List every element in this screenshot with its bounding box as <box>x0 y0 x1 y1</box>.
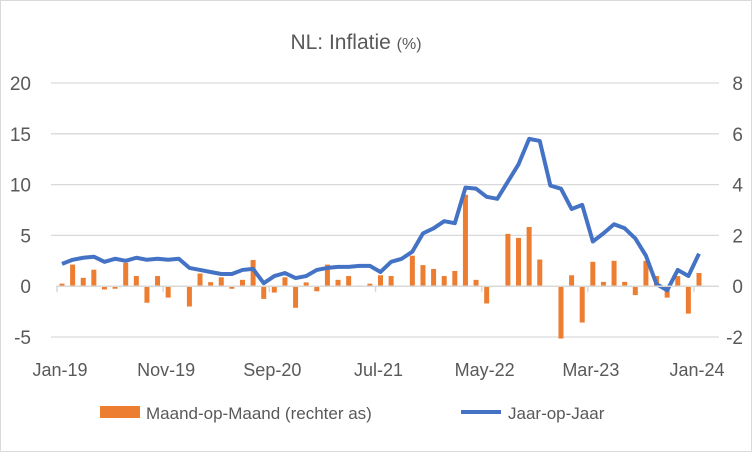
bar-mom-Jul-22 <box>505 233 511 287</box>
bar-mom-Oct-22 <box>537 259 543 287</box>
left-tick-label: -5 <box>14 328 31 349</box>
bar-mom-May-19 <box>101 286 107 290</box>
bar-mom-Jan-23 <box>569 275 575 287</box>
right-tick-label: 4 <box>732 176 743 197</box>
x-tick-label: Jan-19 <box>32 360 87 380</box>
bar-mom-Mar-20 <box>208 282 214 287</box>
right-tick-label: 2 <box>732 226 743 247</box>
bar-mom-Aug-19 <box>133 276 139 287</box>
bar-mom-Jun-21 <box>367 283 373 287</box>
bar-mom-Jun-19 <box>112 286 118 289</box>
bar-mom-Feb-20 <box>197 273 203 287</box>
right-tick-label: 6 <box>732 125 743 146</box>
bar-mom-Feb-22 <box>452 270 458 287</box>
bar-mom-Aug-21 <box>388 276 394 287</box>
bar-mom-Mar-22 <box>462 194 468 287</box>
bar-mom-Jun-20 <box>239 279 245 287</box>
left-tick-label: 15 <box>10 125 31 146</box>
bar-mom-Dec-21 <box>431 268 437 287</box>
bar-mom-Aug-22 <box>516 237 522 287</box>
bar-mom-Jun-23 <box>622 281 628 287</box>
x-tick-label: Jan-24 <box>669 360 724 380</box>
x-tick-label: May-22 <box>455 360 515 380</box>
bar-mom-Jul-20 <box>250 260 256 287</box>
right-tick-label: 8 <box>732 74 743 95</box>
left-tick-label: 10 <box>10 176 31 197</box>
bar-mom-Apr-19 <box>91 269 97 287</box>
bar-mom-Mar-19 <box>80 277 86 287</box>
bar-mom-Feb-19 <box>70 264 76 287</box>
bar-mom-Nov-19 <box>165 286 171 298</box>
bar-mom-Sep-22 <box>526 227 532 287</box>
bar-mom-Jan-24 <box>696 272 702 287</box>
chart-title: NL: Inflatie (%) <box>290 31 421 54</box>
bar-mom-Apr-20 <box>218 277 224 287</box>
x-tick-label: Sep-20 <box>243 360 301 380</box>
legend-swatch-bar <box>100 406 140 418</box>
bar-mom-Mar-23 <box>590 261 596 287</box>
bar-mom-Nov-23 <box>675 276 681 287</box>
x-tick-label: Mar-23 <box>562 360 619 380</box>
bar-mom-May-23 <box>611 260 617 287</box>
legend: Maand-op-Maand (rechter as) Jaar-op-Jaar <box>100 404 605 423</box>
bar-mom-Jan-21 <box>314 286 320 292</box>
legend-label-yoy: Jaar-op-Jaar <box>508 404 605 423</box>
bar-mom-Dec-20 <box>303 282 309 287</box>
bar-mom-Aug-20 <box>261 286 267 299</box>
bar-mom-Jan-22 <box>441 276 447 287</box>
bar-mom-Feb-23 <box>579 286 585 323</box>
bar-mom-Dec-23 <box>685 286 691 314</box>
bar-mom-Jan-20 <box>186 286 192 307</box>
bar-mom-Jan-19 <box>59 283 65 287</box>
x-tick-label: Nov-19 <box>137 360 195 380</box>
x-tick-label: Jul-21 <box>354 360 403 380</box>
bar-mom-Nov-20 <box>293 286 299 308</box>
bar-mom-Oct-21 <box>409 255 415 287</box>
bar-mom-Mar-21 <box>335 279 341 287</box>
bar-mom-Apr-22 <box>473 279 479 287</box>
bar-mom-Feb-21 <box>324 264 330 287</box>
left-tick-label: 20 <box>10 74 31 95</box>
left-tick-label: 0 <box>20 277 31 298</box>
bar-mom-Jul-21 <box>378 275 383 287</box>
bar-mom-May-22 <box>484 286 490 304</box>
line-yoy <box>61 136 701 293</box>
right-tick-label: -2 <box>726 328 743 349</box>
bar-mom-Jul-23 <box>632 286 638 296</box>
bar-mom-Sep-20 <box>271 286 277 293</box>
right-tick-label: 0 <box>732 277 743 298</box>
bar-mom-Jul-19 <box>123 262 129 287</box>
legend-label-mom: Maand-op-Maand (rechter as) <box>146 404 372 423</box>
bar-mom-Aug-23 <box>643 260 649 287</box>
left-tick-label: 5 <box>20 226 31 247</box>
bar-mom-Apr-23 <box>600 281 606 287</box>
bar-mom-Nov-21 <box>420 265 426 287</box>
bar-mom-Sep-19 <box>144 286 150 303</box>
bar-mom-Apr-21 <box>346 276 352 287</box>
bar-mom-Oct-19 <box>155 276 161 287</box>
bar-mom-Oct-20 <box>282 277 288 287</box>
bar-mom-May-20 <box>229 286 235 289</box>
bar-mom-Dec-22 <box>558 286 564 339</box>
